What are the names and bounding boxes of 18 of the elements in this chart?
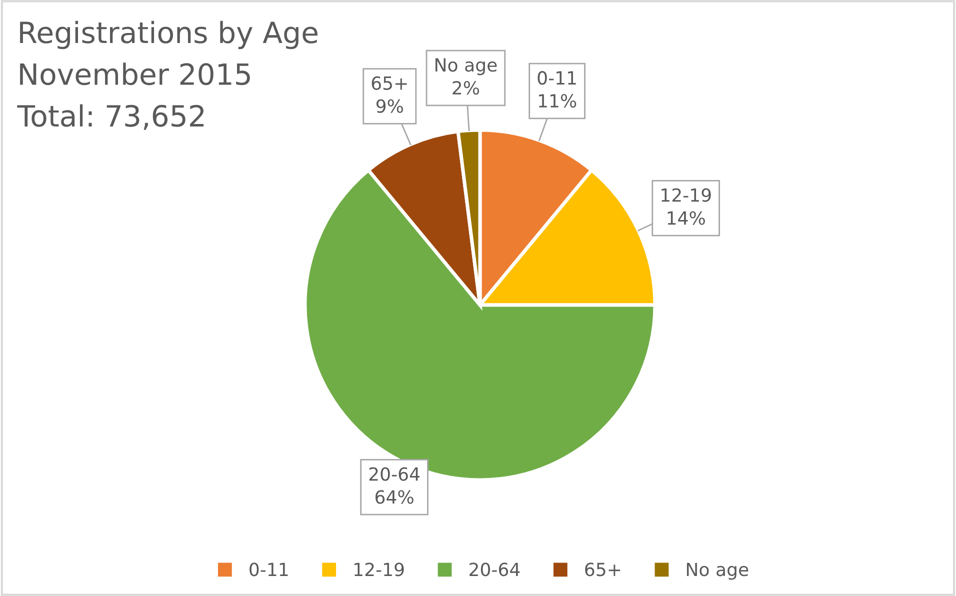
data-label: 2% [452, 81, 480, 95]
data-label: 14% [668, 211, 705, 225]
legend-label: 12-19 [354, 562, 404, 576]
chart-subtitle: November 2015 [20, 62, 250, 86]
slice-label: 12-19 [662, 188, 711, 202]
data-label: 64% [376, 490, 414, 504]
slice-label: 20-64 [369, 467, 420, 481]
text: Total: 73,652 [17, 104, 204, 130]
legend-label: 0-11 [250, 562, 288, 576]
legend-label: 20-64 [470, 562, 520, 576]
legend-label: No age [686, 562, 748, 580]
slice-label: No age [436, 58, 497, 76]
legend-label: 65+ [585, 562, 620, 576]
chart-title: Registrations by Age [20, 20, 318, 50]
slice-label: 65+ [372, 76, 407, 90]
data-label: 11% [538, 94, 576, 108]
slice-label: 0-11 [538, 71, 576, 85]
data-label: 9% [376, 99, 403, 113]
